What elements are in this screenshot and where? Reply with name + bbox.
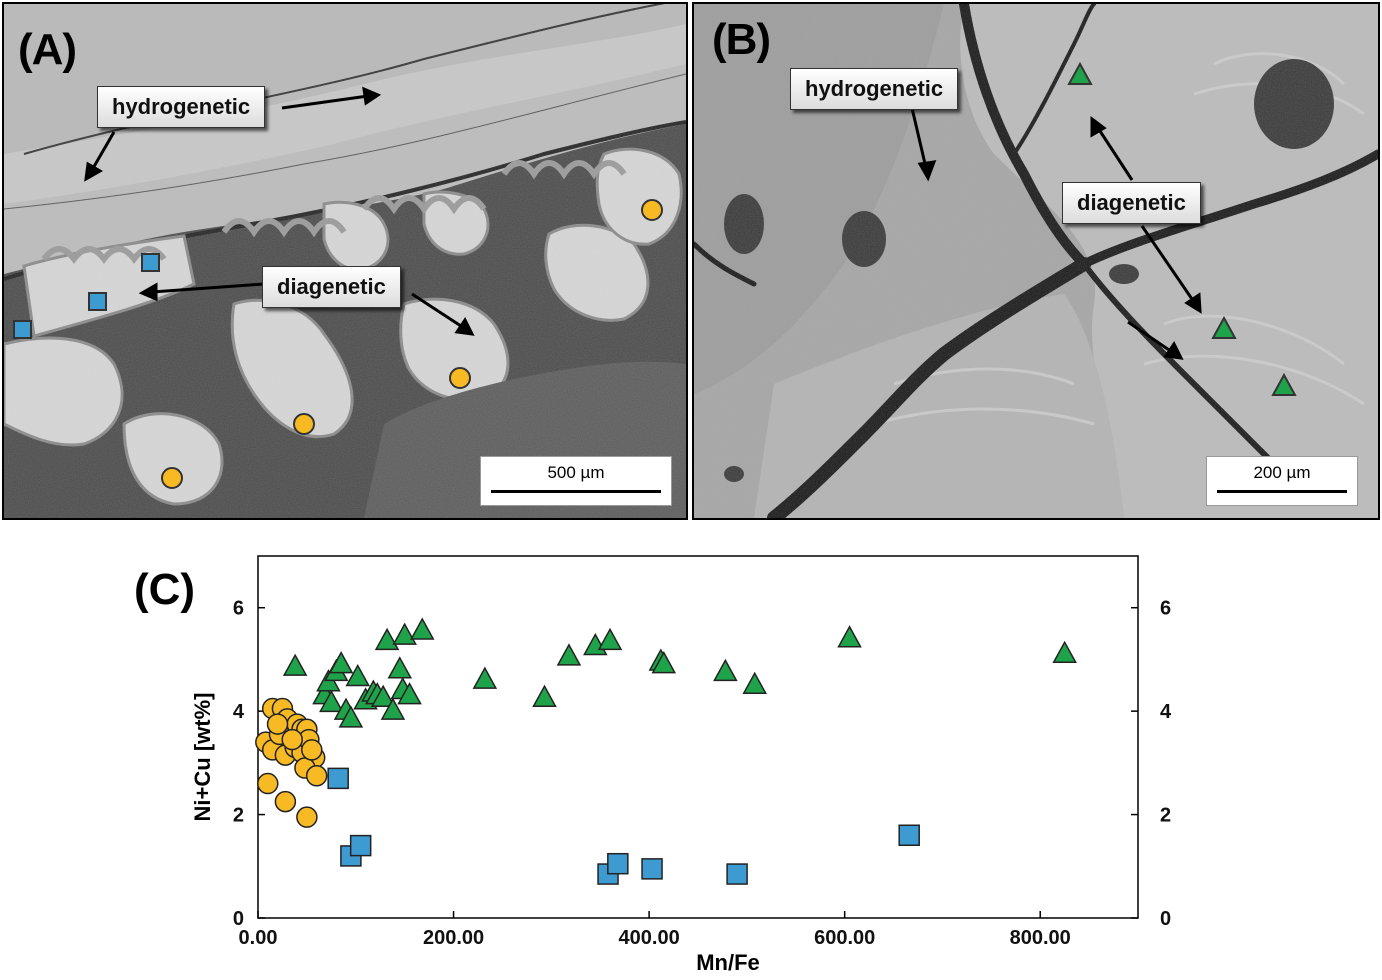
data-point-square bbox=[349, 834, 372, 857]
micrograph-a-image bbox=[4, 4, 686, 518]
x-axis-ticks: 0.00 200.00 400.00 600.00 800.00 bbox=[239, 911, 1071, 949]
panel-a-letter: (A) bbox=[18, 25, 77, 74]
panel-a-scale-bar: 500 µm bbox=[480, 456, 672, 506]
marker-square-a1 bbox=[141, 253, 160, 272]
data-point-circle bbox=[301, 739, 323, 761]
panel-b-letter: (B) bbox=[712, 15, 771, 64]
panel-c-letter: (C) bbox=[134, 565, 196, 614]
data-point-triangle bbox=[387, 656, 413, 679]
data-point-triangle bbox=[397, 682, 422, 705]
x-tick-label: 600.00 bbox=[814, 927, 875, 949]
image-b-markers bbox=[1067, 61, 1297, 396]
panel-b-scale-bar-line bbox=[1217, 490, 1347, 493]
y-tick-label: 0 bbox=[233, 908, 244, 930]
data-point-square bbox=[726, 863, 748, 885]
data-point-triangle bbox=[338, 705, 364, 728]
data-point-triangle bbox=[370, 684, 396, 707]
x-tick-label: 400.00 bbox=[619, 927, 680, 949]
y-tick-label: 4 bbox=[233, 701, 245, 723]
data-point-circle bbox=[296, 806, 318, 828]
panel-b-diagenetic-label: diagenetic bbox=[1062, 182, 1201, 224]
plot-border bbox=[257, 555, 1139, 919]
panel-a-scale-bar-label: 500 µm bbox=[547, 463, 605, 482]
data-point-circle bbox=[305, 765, 328, 787]
panel-a-scale-bar-line bbox=[491, 490, 661, 493]
plot-area bbox=[257, 555, 1139, 919]
data-point-square bbox=[641, 858, 663, 880]
panel-a-diagenetic-label: diagenetic bbox=[262, 266, 401, 308]
data-point-triangle bbox=[597, 627, 623, 651]
data-point-square bbox=[898, 824, 920, 847]
marker-triangle-b1 bbox=[1067, 61, 1093, 85]
y-axis-label: Ni+Cu [wt%] bbox=[190, 693, 215, 822]
x-tick-label: 200.00 bbox=[423, 927, 484, 949]
data-point-square bbox=[607, 852, 629, 875]
data-point-triangle bbox=[282, 653, 308, 676]
data-point-triangle bbox=[392, 622, 417, 645]
x-tick-label: 0.00 bbox=[239, 927, 278, 949]
panel-b-scale-bar: 200 µm bbox=[1206, 456, 1358, 506]
data-point-circle bbox=[281, 728, 303, 751]
data-point-triangle bbox=[713, 658, 738, 682]
marker-circle-a3 bbox=[293, 413, 315, 435]
micrograph-panel-a: (A) hydrogenetic diagenetic 500 µm bbox=[2, 2, 688, 520]
data-point-triangle bbox=[328, 651, 354, 674]
y-tick-label: 6 bbox=[233, 598, 244, 620]
data-point-triangle bbox=[319, 689, 344, 713]
data-point-triangle bbox=[742, 671, 767, 695]
data-point-square bbox=[327, 767, 349, 790]
marker-triangle-b3 bbox=[1271, 372, 1297, 396]
x-axis-label: Mn/Fe bbox=[696, 950, 760, 975]
data-point-triangle bbox=[532, 684, 557, 707]
data-point-triangle bbox=[374, 627, 400, 651]
data-point-circle bbox=[257, 772, 279, 795]
data-point-triangle bbox=[556, 643, 582, 666]
data-points bbox=[255, 617, 1077, 885]
marker-triangle-b2 bbox=[1211, 315, 1237, 339]
data-point-triangle bbox=[380, 697, 406, 720]
data-point-triangle bbox=[837, 625, 862, 648]
image-a-markers bbox=[13, 199, 663, 489]
data-point-triangle bbox=[1052, 640, 1077, 664]
y2-tick-label: 0 bbox=[1160, 908, 1171, 930]
micrograph-panel-b: (B) hydrogenetic diagenetic 200 µm bbox=[692, 2, 1380, 520]
data-point-circle bbox=[274, 790, 297, 813]
marker-circle-a2 bbox=[449, 367, 471, 389]
scatter-chart: 0.00 200.00 400.00 600.00 800.00 0 2 4 6 0 2 4 6 M… bbox=[190, 555, 1172, 975]
data-point-triangle bbox=[472, 666, 498, 689]
marker-circle-a4 bbox=[161, 467, 183, 489]
data-point-triangle bbox=[409, 617, 435, 640]
data-point-triangle bbox=[345, 663, 371, 687]
panel-a-hydrogenetic-label: hydrogenetic bbox=[97, 86, 266, 128]
y2-axis-ticks: 0 2 4 6 bbox=[1131, 598, 1172, 930]
y-tick-label: 2 bbox=[233, 805, 244, 827]
data-point-triangle bbox=[651, 651, 677, 674]
x-tick-label: 800.00 bbox=[1010, 927, 1071, 949]
marker-square-a3 bbox=[13, 320, 32, 339]
panel-b-scale-bar-label: 200 µm bbox=[1253, 463, 1311, 482]
panel-b-hydrogenetic-label: hydrogenetic bbox=[790, 68, 959, 110]
y-axis-ticks: 0 2 4 6 bbox=[233, 598, 265, 930]
y2-tick-label: 4 bbox=[1160, 701, 1172, 723]
marker-circle-a1 bbox=[641, 199, 663, 221]
y2-tick-label: 2 bbox=[1160, 805, 1171, 827]
marker-square-a2 bbox=[88, 292, 107, 311]
data-point-circle bbox=[266, 713, 289, 735]
y2-tick-label: 6 bbox=[1160, 598, 1171, 620]
